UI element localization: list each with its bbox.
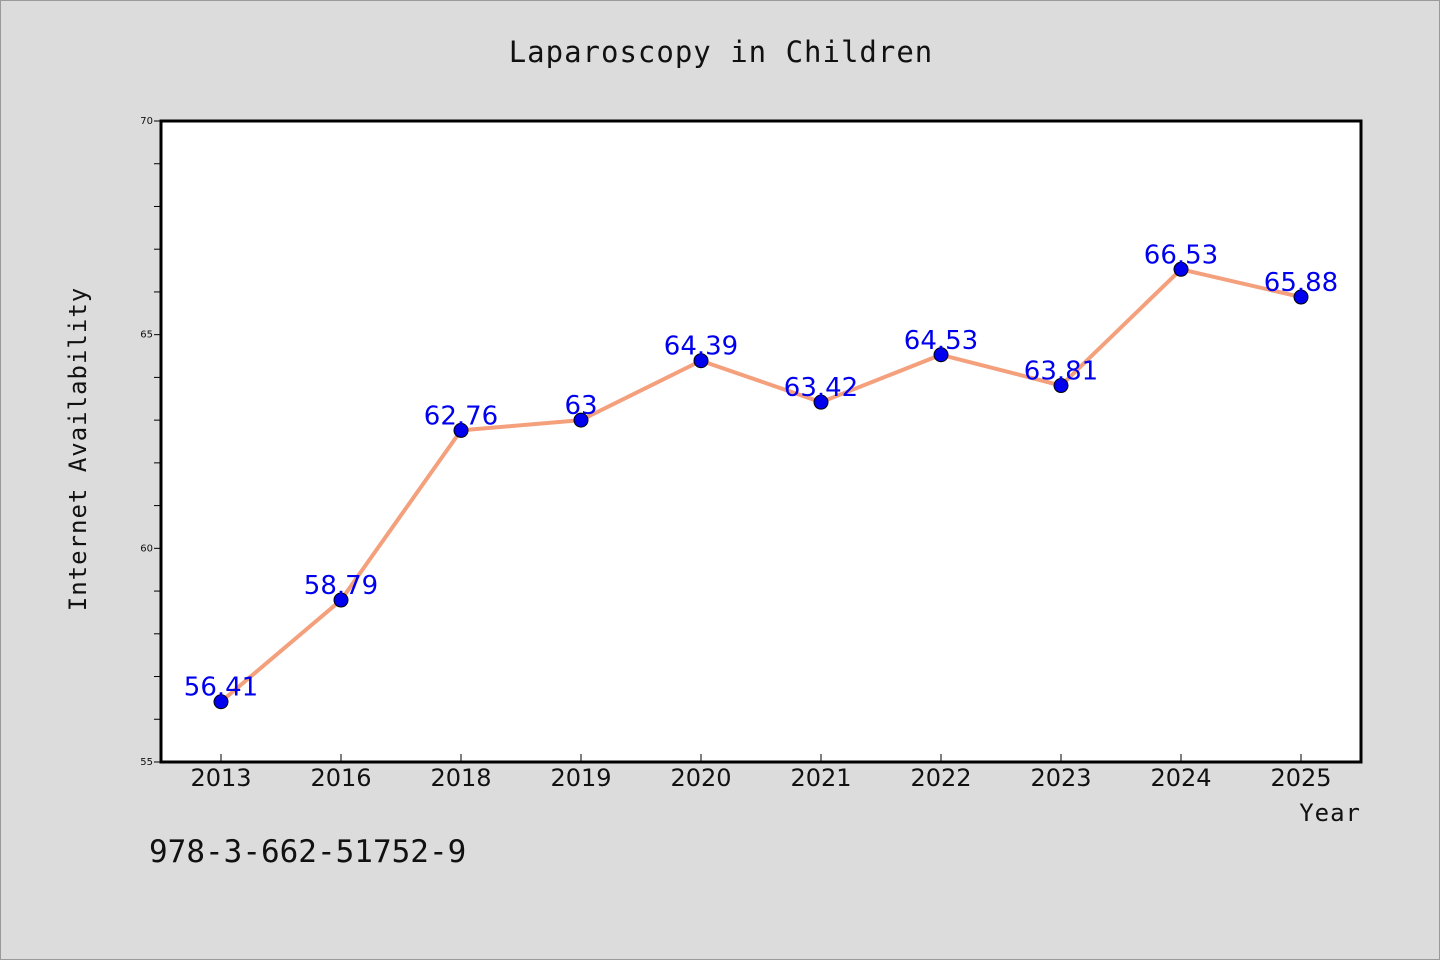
x-tick-label: 2016 — [310, 764, 371, 792]
data-label: 63 — [564, 391, 597, 421]
data-label: 58.79 — [304, 571, 378, 601]
data-point — [693, 353, 709, 369]
data-labels: 56.41 58.79 62.76 63 64.39 63.42 64.53 63.81 66.… — [184, 240, 1338, 702]
x-tick-label: 2018 — [430, 764, 491, 792]
data-point — [213, 694, 229, 710]
y-tick-label: 55 — [140, 757, 153, 768]
data-label: 66.53 — [1144, 240, 1218, 270]
data-point — [1293, 289, 1309, 305]
y-tick-label: 60 — [140, 543, 153, 554]
y-tick-label: 65 — [140, 330, 153, 341]
chart-title: Laparoscopy in Children — [508, 35, 934, 69]
series-markers — [213, 261, 1309, 710]
series-line — [219, 267, 1302, 704]
y-tick-label: 70 — [140, 116, 153, 127]
x-tick-label: 2023 — [1030, 764, 1091, 792]
data-point — [813, 394, 829, 410]
y-axis-ticks: 55 60 65 70 — [140, 116, 161, 768]
data-point — [453, 422, 469, 438]
data-label: 63.42 — [784, 373, 858, 403]
data-point — [1053, 378, 1069, 394]
x-tick-label: 2025 — [1270, 764, 1331, 792]
x-tick-label: 2022 — [910, 764, 971, 792]
x-axis-ticks: 2013 2016 2018 2019 2020 2021 2022 2023 2024 2025 — [190, 754, 1332, 792]
data-point — [1173, 261, 1189, 277]
data-label: 56.41 — [184, 673, 258, 703]
data-point — [933, 347, 949, 363]
x-tick-label: 2020 — [670, 764, 731, 792]
data-label: 64.39 — [664, 332, 738, 362]
x-axis-label: Year — [1299, 799, 1361, 827]
x-tick-label: 2024 — [1150, 764, 1211, 792]
x-tick-label: 2021 — [790, 764, 851, 792]
data-label: 65.88 — [1264, 268, 1338, 298]
y-axis-label: Internet Availability — [64, 287, 92, 611]
data-point — [573, 412, 589, 428]
data-label: 63.81 — [1024, 357, 1098, 387]
data-label: 64.53 — [904, 326, 978, 356]
footer-id-text: 978-3-662-51752-9 — [149, 834, 467, 870]
data-point — [333, 592, 349, 608]
x-tick-label: 2019 — [550, 764, 611, 792]
x-tick-label: 2013 — [190, 764, 251, 792]
data-label: 62.76 — [424, 401, 498, 431]
plot-area — [159, 119, 1363, 764]
